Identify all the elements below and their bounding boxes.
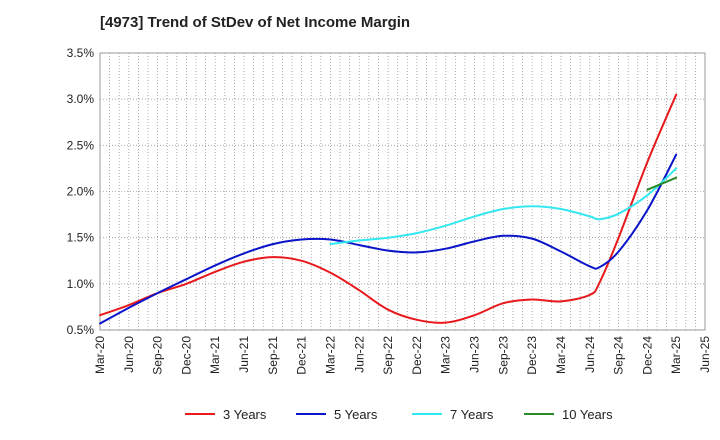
- x-tick-label: Dec-23: [525, 336, 539, 375]
- x-tick-label: Sep-21: [266, 336, 280, 375]
- series-line-7-years: [329, 167, 678, 246]
- series-line-5-years: [99, 153, 678, 325]
- x-tick-label: Dec-20: [179, 336, 193, 375]
- x-tick-label: Jun-21: [237, 336, 251, 373]
- series-line-10-years: [646, 176, 678, 191]
- x-tick-label: Mar-23: [439, 336, 453, 374]
- grid: [99, 52, 706, 331]
- y-tick-label: 1.5%: [67, 231, 95, 245]
- x-tick-label: Sep-23: [496, 336, 510, 375]
- legend: 3 Years 5 Years 7 Years 10 Years: [185, 407, 613, 422]
- y-tick-label: 2.5%: [67, 138, 95, 152]
- x-tick-label: Mar-21: [208, 336, 222, 374]
- chart-title: [4973] Trend of StDev of Net Income Marg…: [100, 14, 411, 31]
- series-lines: [99, 93, 678, 325]
- series-line-3-years: [99, 93, 678, 324]
- x-tick-label: Mar-20: [93, 336, 107, 374]
- x-tick-label: Dec-24: [640, 336, 654, 375]
- y-tick-label: 3.0%: [67, 92, 95, 106]
- x-tick-label: Mar-25: [669, 336, 683, 374]
- legend-label-3-years: 3 Years: [223, 407, 267, 422]
- y-tick-label: 1.0%: [67, 277, 95, 291]
- x-tick-label: Jun-23: [468, 336, 482, 373]
- y-tick-label: 0.5%: [67, 323, 95, 337]
- x-tick-label: Jun-24: [583, 336, 597, 373]
- x-tick-label: Sep-20: [151, 336, 165, 375]
- y-tick-label: 2.0%: [67, 185, 95, 199]
- x-tick-label: Jun-20: [122, 336, 136, 373]
- x-tick-label: Mar-24: [554, 336, 568, 374]
- x-tick-label: Mar-22: [323, 336, 337, 374]
- axes: 0.5% 1.0% 1.5% 2.0% 2.5% 3.0% 3.5% Mar-20 Jun-20…: [67, 46, 712, 375]
- legend-label-5-years: 5 Years: [334, 407, 378, 422]
- legend-label-7-years: 7 Years: [450, 407, 494, 422]
- x-tick-label: Sep-22: [381, 336, 395, 375]
- legend-label-10-years: 10 Years: [562, 407, 613, 422]
- x-tick-label: Jun-22: [352, 336, 366, 373]
- x-tick-label: Dec-22: [410, 336, 424, 375]
- x-tick-label: Jun-25: [698, 336, 712, 373]
- x-tick-label: Sep-24: [612, 336, 626, 375]
- plot-border: [99, 52, 706, 331]
- x-tick-label: Dec-21: [295, 336, 309, 375]
- y-tick-label: 3.5%: [67, 46, 95, 60]
